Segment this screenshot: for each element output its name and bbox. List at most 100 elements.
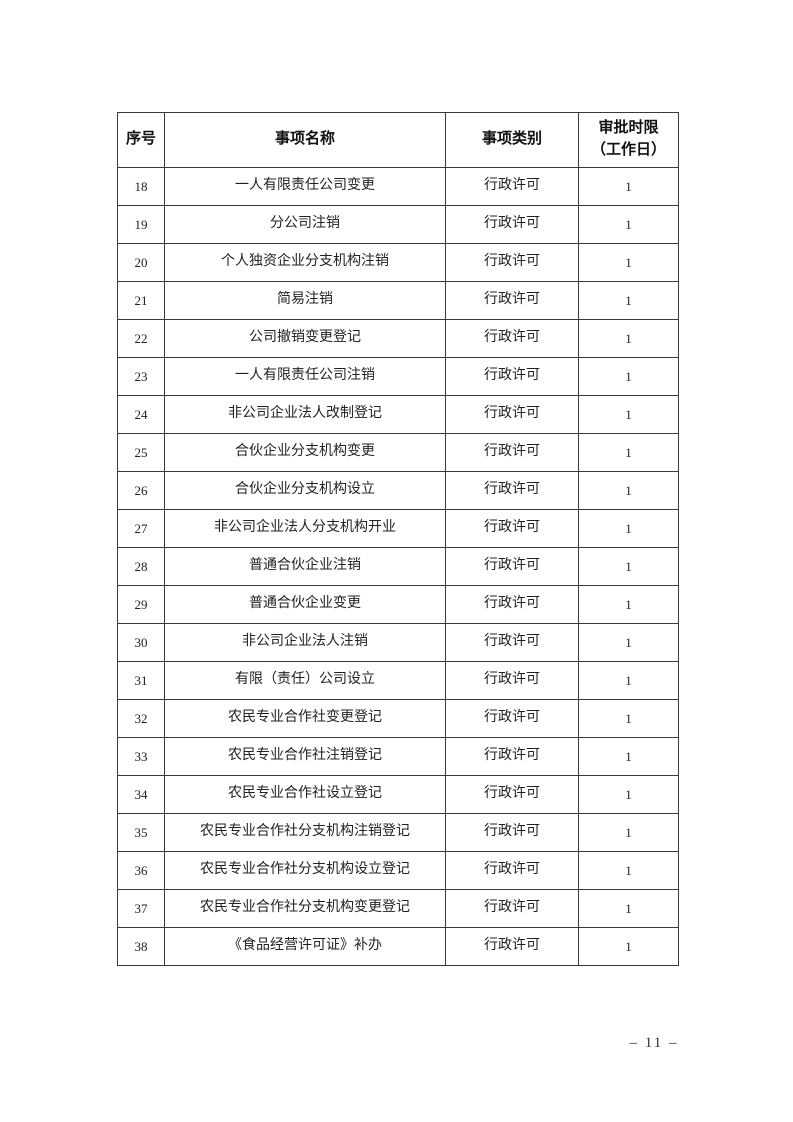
row-item-name: 普通合伙企业变更	[164, 585, 446, 624]
header-time-limit: 审批时限 （工作日）	[578, 112, 679, 168]
header-item-category: 事项类别	[445, 112, 579, 168]
row-item-name: 非公司企业法人注销	[164, 623, 446, 662]
table-row: 38 《食品经营许可证》补办 行政许可 1	[117, 927, 679, 966]
row-item-category: 行政许可	[445, 433, 579, 472]
row-item-category: 行政许可	[445, 319, 579, 358]
row-time-limit: 1	[578, 167, 679, 206]
table-row: 27 非公司企业法人分支机构开业 行政许可 1	[117, 509, 679, 548]
row-serial-number: 21	[117, 281, 165, 320]
row-item-name: 一人有限责任公司注销	[164, 357, 446, 396]
header-serial-number: 序号	[117, 112, 165, 168]
row-item-category: 行政许可	[445, 395, 579, 434]
row-serial-number: 24	[117, 395, 165, 434]
row-serial-number: 31	[117, 661, 165, 700]
approval-items-table: 序号 事项名称 事项类别 审批时限 （工作日） 18 一人有限责任公司变更 行政…	[117, 112, 679, 966]
row-item-category: 行政许可	[445, 851, 579, 890]
row-time-limit: 1	[578, 243, 679, 282]
row-serial-number: 34	[117, 775, 165, 814]
row-item-category: 行政许可	[445, 889, 579, 928]
row-serial-number: 35	[117, 813, 165, 852]
row-item-category: 行政许可	[445, 547, 579, 586]
row-item-name: 公司撤销变更登记	[164, 319, 446, 358]
row-time-limit: 1	[578, 851, 679, 890]
table-row: 35 农民专业合作社分支机构注销登记 行政许可 1	[117, 813, 679, 852]
row-item-name: 有限（责任）公司设立	[164, 661, 446, 700]
row-serial-number: 38	[117, 927, 165, 966]
row-time-limit: 1	[578, 509, 679, 548]
row-serial-number: 32	[117, 699, 165, 738]
row-item-category: 行政许可	[445, 281, 579, 320]
row-item-name: 农民专业合作社分支机构变更登记	[164, 889, 446, 928]
row-item-name: 个人独资企业分支机构注销	[164, 243, 446, 282]
header-item-name: 事项名称	[164, 112, 446, 168]
table-row: 19 分公司注销 行政许可 1	[117, 205, 679, 244]
row-item-category: 行政许可	[445, 205, 579, 244]
row-item-name: 非公司企业法人改制登记	[164, 395, 446, 434]
row-item-category: 行政许可	[445, 737, 579, 776]
row-time-limit: 1	[578, 433, 679, 472]
row-item-name: 分公司注销	[164, 205, 446, 244]
row-serial-number: 37	[117, 889, 165, 928]
table-row: 22 公司撤销变更登记 行政许可 1	[117, 319, 679, 358]
row-item-name: 农民专业合作社设立登记	[164, 775, 446, 814]
table-row: 25 合伙企业分支机构变更 行政许可 1	[117, 433, 679, 472]
row-item-category: 行政许可	[445, 813, 579, 852]
table-row: 28 普通合伙企业注销 行政许可 1	[117, 547, 679, 586]
row-item-name: 农民专业合作社变更登记	[164, 699, 446, 738]
row-item-name: 农民专业合作社注销登记	[164, 737, 446, 776]
row-serial-number: 22	[117, 319, 165, 358]
row-item-category: 行政许可	[445, 585, 579, 624]
row-time-limit: 1	[578, 661, 679, 700]
table-row: 34 农民专业合作社设立登记 行政许可 1	[117, 775, 679, 814]
row-serial-number: 28	[117, 547, 165, 586]
row-item-name: 《食品经营许可证》补办	[164, 927, 446, 966]
row-item-name: 普通合伙企业注销	[164, 547, 446, 586]
table-row: 33 农民专业合作社注销登记 行政许可 1	[117, 737, 679, 776]
row-item-category: 行政许可	[445, 699, 579, 738]
row-serial-number: 29	[117, 585, 165, 624]
row-time-limit: 1	[578, 547, 679, 586]
row-serial-number: 20	[117, 243, 165, 282]
row-item-name: 农民专业合作社分支机构注销登记	[164, 813, 446, 852]
row-item-name: 非公司企业法人分支机构开业	[164, 509, 446, 548]
row-item-category: 行政许可	[445, 167, 579, 206]
row-serial-number: 18	[117, 167, 165, 206]
row-time-limit: 1	[578, 623, 679, 662]
row-item-category: 行政许可	[445, 357, 579, 396]
row-item-category: 行政许可	[445, 661, 579, 700]
table-row: 26 合伙企业分支机构设立 行政许可 1	[117, 471, 679, 510]
row-time-limit: 1	[578, 737, 679, 776]
table-row: 30 非公司企业法人注销 行政许可 1	[117, 623, 679, 662]
row-serial-number: 19	[117, 205, 165, 244]
row-item-category: 行政许可	[445, 775, 579, 814]
row-serial-number: 26	[117, 471, 165, 510]
row-time-limit: 1	[578, 585, 679, 624]
row-item-name: 合伙企业分支机构变更	[164, 433, 446, 472]
table-row: 36 农民专业合作社分支机构设立登记 行政许可 1	[117, 851, 679, 890]
row-serial-number: 23	[117, 357, 165, 396]
table-body: 18 一人有限责任公司变更 行政许可 1 19 分公司注销 行政许可 1 20 …	[117, 167, 679, 966]
row-time-limit: 1	[578, 775, 679, 814]
table-row: 24 非公司企业法人改制登记 行政许可 1	[117, 395, 679, 434]
table-header-row: 序号 事项名称 事项类别 审批时限 （工作日）	[117, 112, 679, 168]
row-item-category: 行政许可	[445, 509, 579, 548]
row-time-limit: 1	[578, 699, 679, 738]
row-time-limit: 1	[578, 813, 679, 852]
row-item-category: 行政许可	[445, 471, 579, 510]
table-row: 21 简易注销 行政许可 1	[117, 281, 679, 320]
row-time-limit: 1	[578, 889, 679, 928]
row-item-category: 行政许可	[445, 243, 579, 282]
row-serial-number: 25	[117, 433, 165, 472]
table-row: 20 个人独资企业分支机构注销 行政许可 1	[117, 243, 679, 282]
table-row: 29 普通合伙企业变更 行政许可 1	[117, 585, 679, 624]
table-header: 序号 事项名称 事项类别 审批时限 （工作日）	[117, 112, 679, 168]
table-row: 31 有限（责任）公司设立 行政许可 1	[117, 661, 679, 700]
row-item-category: 行政许可	[445, 623, 579, 662]
table-row: 18 一人有限责任公司变更 行政许可 1	[117, 167, 679, 206]
row-time-limit: 1	[578, 471, 679, 510]
table-row: 37 农民专业合作社分支机构变更登记 行政许可 1	[117, 889, 679, 928]
row-time-limit: 1	[578, 927, 679, 966]
row-time-limit: 1	[578, 319, 679, 358]
row-item-category: 行政许可	[445, 927, 579, 966]
row-time-limit: 1	[578, 281, 679, 320]
